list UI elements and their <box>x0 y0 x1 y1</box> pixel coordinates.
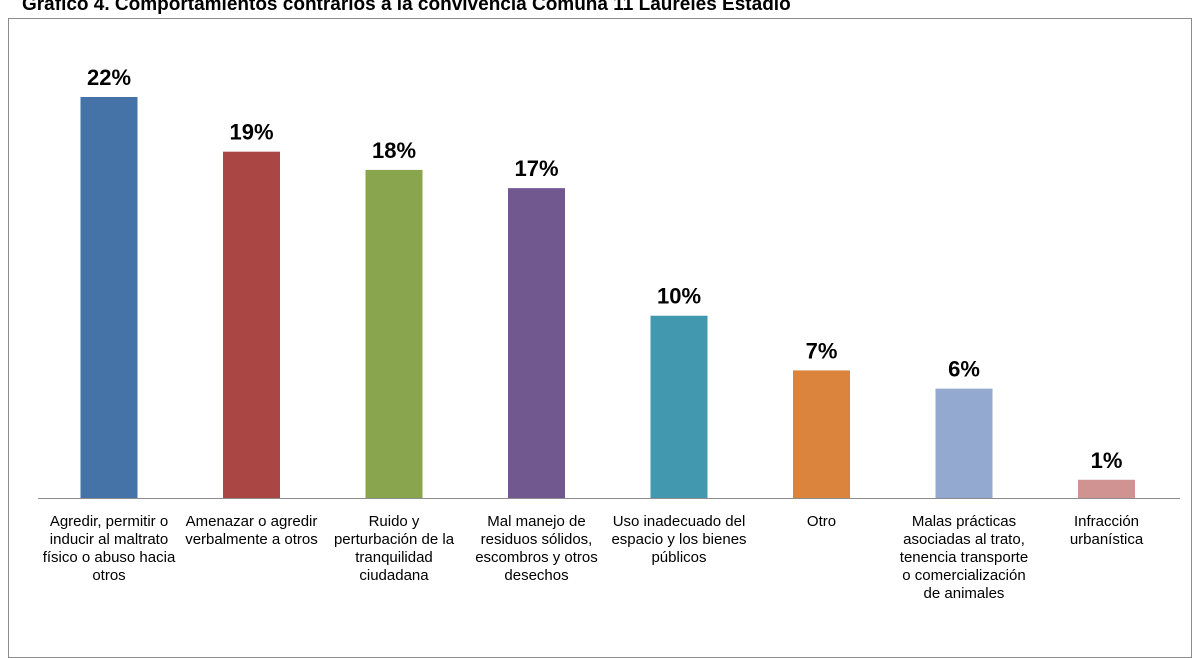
bar <box>508 188 565 499</box>
data-label: 1% <box>1091 448 1123 473</box>
data-label: 7% <box>806 338 838 363</box>
category-label: Infracción urbanística <box>1069 513 1144 548</box>
category-label: Amenazar o agredir verbalmente a otros <box>185 513 318 548</box>
category-label: Uso inadecuado del espacio y los bienes … <box>611 513 747 566</box>
data-label: 6% <box>948 357 980 382</box>
bar <box>650 315 708 498</box>
chart-title: Gráfico 4. Comportamientos contrarios a … <box>22 0 791 15</box>
bar <box>80 97 138 498</box>
chart-frame <box>8 18 1192 658</box>
bar <box>1078 479 1135 498</box>
bar <box>793 370 850 498</box>
data-label: 10% <box>657 284 701 309</box>
data-label: 17% <box>514 156 558 181</box>
category-label: Mal manejo de residuos sólidos, escombro… <box>475 513 598 584</box>
category-label: Malas prácticas asociadas al trato, tene… <box>899 513 1029 602</box>
data-label: 18% <box>372 138 416 163</box>
bar <box>935 388 993 498</box>
data-label: 19% <box>229 120 273 145</box>
category-label: Agredir, permitir o inducir al maltrato … <box>42 513 176 584</box>
bar <box>223 151 280 498</box>
category-label: Otro <box>806 513 837 530</box>
data-label: 22% <box>87 65 131 90</box>
bar <box>365 169 423 498</box>
category-label: Ruido y perturbación de la tranquilidad … <box>333 513 455 584</box>
